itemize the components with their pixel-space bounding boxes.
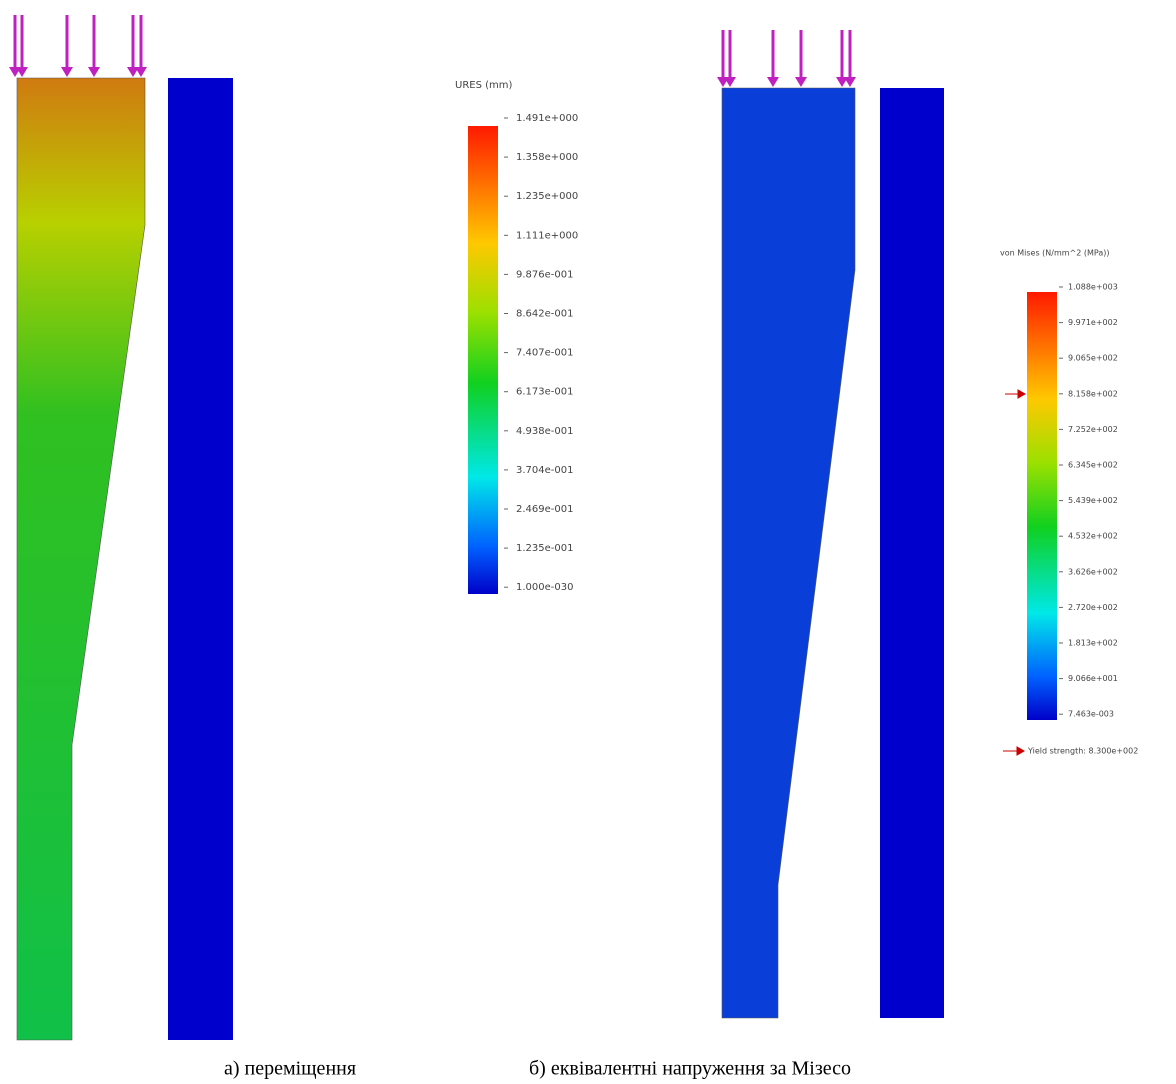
- yield-legend-arrow: [1003, 747, 1024, 755]
- load-arrow-head: [135, 67, 147, 77]
- housing: [880, 88, 944, 1018]
- legend-label: 7.463e-003: [1068, 710, 1114, 719]
- plunger: [722, 88, 855, 1018]
- legend-label: 7.252e+002: [1068, 425, 1118, 434]
- legend-labels: 1.088e+003 9.971e+002 9.065e+002 8.158e+002…: [1059, 283, 1118, 719]
- panel-a: URES (mm) 1.491e+000 1.358e+000 1.235e+000…: [9, 15, 578, 1080]
- load-arrow-head: [767, 77, 779, 87]
- load-arrow-head: [795, 77, 807, 87]
- legend-label: 1.000e-030: [516, 582, 573, 593]
- legend-label: 6.173e-001: [516, 387, 573, 398]
- legend-label: 4.938e-001: [516, 426, 573, 437]
- color-scale: [1027, 292, 1057, 720]
- yield-marker: [1005, 390, 1025, 398]
- panel-b: von Mises (N/mm^2 (MPa)) 1.088e+003 9.971…: [529, 30, 1138, 1080]
- legend-label: 7.407e-001: [516, 348, 573, 359]
- housing: [168, 78, 233, 1040]
- legend-label: 1.111e+000: [516, 230, 578, 241]
- legend-title: von Mises (N/mm^2 (MPa)): [1000, 249, 1110, 258]
- page: URES (mm) 1.491e+000 1.358e+000 1.235e+000…: [0, 0, 1176, 1084]
- plunger: [17, 78, 145, 1040]
- legend-label: 9.971e+002: [1068, 318, 1118, 327]
- legend-label: 1.358e+000: [516, 152, 578, 163]
- figure: URES (mm) 1.491e+000 1.358e+000 1.235e+000…: [0, 0, 1176, 1084]
- legend-label: 9.065e+002: [1068, 354, 1118, 363]
- caption: а) переміщення: [224, 1058, 356, 1080]
- legend-label: 1.813e+002: [1068, 639, 1118, 648]
- legend-label: 6.345e+002: [1068, 461, 1118, 470]
- legend-label: 3.704e-001: [516, 465, 573, 476]
- legend-labels: 1.491e+000 1.358e+000 1.235e+000 1.111e+000…: [504, 113, 578, 593]
- caption: б) еквівалентні напруження за Мізесо: [529, 1058, 851, 1080]
- legend-label: 8.642e-001: [516, 309, 573, 320]
- legend-label: 1.491e+000: [516, 113, 578, 124]
- legend-title: URES (mm): [455, 80, 512, 91]
- load-arrow-head: [61, 67, 73, 77]
- legend-label: 4.532e+002: [1068, 532, 1118, 541]
- legend-label: 1.088e+003: [1068, 283, 1118, 292]
- legend-label: 5.439e+002: [1068, 496, 1118, 505]
- color-scale: [468, 126, 498, 594]
- legend-label: 8.158e+002: [1068, 389, 1118, 398]
- legend-label: 1.235e-001: [516, 543, 573, 554]
- legend-label: 2.720e+002: [1068, 603, 1118, 612]
- legend-label: 3.626e+002: [1068, 567, 1118, 576]
- legend-label: 9.876e-001: [516, 269, 573, 280]
- load-arrows: [717, 30, 856, 87]
- load-arrows: [9, 15, 147, 77]
- yield-label: Yield strength: 8.300e+002: [1027, 747, 1138, 756]
- load-arrow-head: [844, 77, 856, 87]
- legend-label: 9.066e+001: [1068, 674, 1118, 683]
- legend-label: 1.235e+000: [516, 191, 578, 202]
- load-arrow-head: [88, 67, 100, 77]
- legend-label: 2.469e-001: [516, 504, 573, 515]
